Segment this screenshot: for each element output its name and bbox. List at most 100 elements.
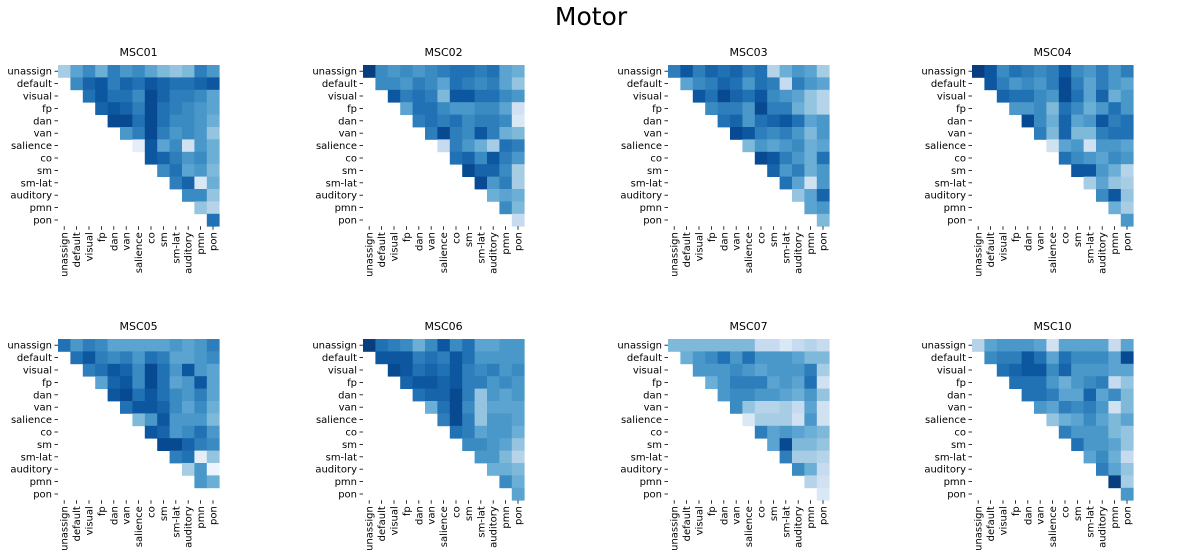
heatmap-cell — [730, 351, 743, 365]
x-tick-label: pon — [514, 506, 525, 525]
heatmap-cell — [754, 151, 768, 165]
x-tick-label: unassign — [974, 232, 985, 277]
heatmap-cell — [474, 376, 488, 389]
y-tick-label: sm-lat — [631, 178, 662, 189]
heatmap-cell — [194, 413, 208, 427]
heatmap-cell — [804, 102, 818, 115]
y-tick-label: pon — [643, 490, 662, 501]
heatmap-cell — [1096, 438, 1109, 451]
y-tick-label: pmn — [335, 477, 357, 488]
y-tick-label: visual — [23, 92, 52, 103]
heatmap-cell — [680, 351, 694, 365]
heatmap-cell — [1083, 102, 1097, 115]
heatmap-cell — [1108, 450, 1122, 464]
heatmap-cell — [157, 401, 170, 414]
heatmap-cell — [206, 127, 220, 140]
heatmap-cell — [1058, 127, 1072, 140]
y-tick-label: dan — [33, 116, 52, 127]
x-tick-label: pon — [819, 506, 830, 525]
heatmap-cell — [779, 351, 793, 365]
heatmap-cell — [511, 450, 525, 464]
x-tick-label: salience — [744, 506, 755, 547]
x-tick-label: co — [452, 232, 463, 244]
heatmap-cell — [499, 425, 513, 439]
heatmap-cell — [1096, 463, 1109, 476]
heatmap-cell — [1071, 388, 1084, 402]
heatmap-cell — [157, 351, 170, 365]
heatmap-cell — [182, 463, 195, 476]
heatmap-cell — [1120, 164, 1134, 177]
x-tick-label: sm-lat — [781, 506, 792, 537]
heatmap-cell — [792, 139, 805, 153]
heatmap-cell — [730, 339, 743, 352]
heatmap-cell — [511, 164, 525, 177]
heatmap-cell — [95, 339, 108, 352]
heatmap-cell — [1009, 351, 1022, 365]
x-tick-label: co — [757, 232, 768, 244]
heatmap-cell — [1021, 65, 1035, 78]
heatmap-cell — [487, 77, 500, 91]
heatmap-cell — [120, 77, 133, 91]
heatmap-cell — [194, 450, 208, 464]
heatmap-cell — [1071, 139, 1084, 153]
heatmap-cell — [816, 114, 830, 128]
heatmap-cell — [70, 351, 84, 365]
heatmap-cell — [375, 65, 389, 78]
heatmap-cell — [804, 139, 818, 153]
y-tick-label: co — [345, 428, 357, 439]
y-tick-label: visual — [328, 366, 357, 377]
heatmap-cell — [437, 114, 451, 128]
x-tick-label: co — [1061, 506, 1072, 518]
heatmap-cell — [1108, 127, 1122, 140]
heatmap-cell — [499, 176, 513, 190]
heatmap-cell — [804, 388, 818, 402]
heatmap-cell — [132, 65, 146, 78]
heatmap-cell — [412, 388, 426, 402]
heatmap-cell — [996, 77, 1010, 91]
heatmap-cell — [462, 339, 475, 352]
heatmap-cell — [742, 77, 756, 91]
heatmap-cell — [194, 164, 208, 177]
heatmap-cell — [1120, 65, 1134, 78]
heatmap-cell — [705, 376, 718, 389]
heatmap-cell — [474, 363, 488, 377]
heatmap-cell — [717, 65, 731, 78]
x-tick-label: auditory — [794, 232, 805, 274]
x-tick-label: visual — [695, 506, 706, 535]
figure-title: Motor — [554, 2, 628, 31]
heatmap-cell — [1120, 351, 1134, 365]
y-tick-label: unassign — [921, 341, 966, 352]
y-tick-label: unassign — [617, 341, 662, 352]
heatmap-cell — [1046, 77, 1060, 91]
heatmap-cell — [412, 339, 426, 352]
x-tick-label: default — [377, 506, 388, 541]
heatmap-cell — [1083, 164, 1097, 177]
heatmap-cell — [1083, 114, 1097, 128]
heatmap-cell — [194, 363, 208, 377]
heatmap-cell — [157, 388, 170, 402]
heatmap-cell — [499, 114, 513, 128]
heatmap-cell — [1058, 351, 1072, 365]
y-tick-label: pmn — [335, 203, 357, 214]
heatmap-cell — [1071, 127, 1084, 140]
heatmap-cell — [1108, 475, 1122, 489]
panel-msc05: MSC05unassigndefaultvisualfpdanvansalien… — [7, 320, 220, 551]
heatmap-cell — [779, 176, 793, 190]
heatmap-cell — [1096, 102, 1109, 115]
x-tick-label: visual — [390, 232, 401, 261]
heatmap-cell — [511, 176, 525, 190]
heatmap-cell — [157, 376, 170, 389]
heatmap-cell — [668, 65, 681, 78]
x-tick-label: salience — [744, 232, 755, 273]
y-tick-label: co — [650, 428, 662, 439]
heatmap-cell — [499, 77, 513, 91]
heatmap-cell — [1120, 139, 1134, 153]
heatmap-cell — [816, 401, 830, 414]
heatmap-cell — [996, 89, 1010, 103]
heatmap-cell — [1120, 388, 1134, 402]
heatmap-cell — [182, 425, 195, 439]
heatmap-cell — [95, 351, 108, 365]
heatmap-cell — [120, 114, 133, 128]
heatmap-cell — [474, 127, 488, 140]
heatmap-cell — [462, 438, 475, 451]
